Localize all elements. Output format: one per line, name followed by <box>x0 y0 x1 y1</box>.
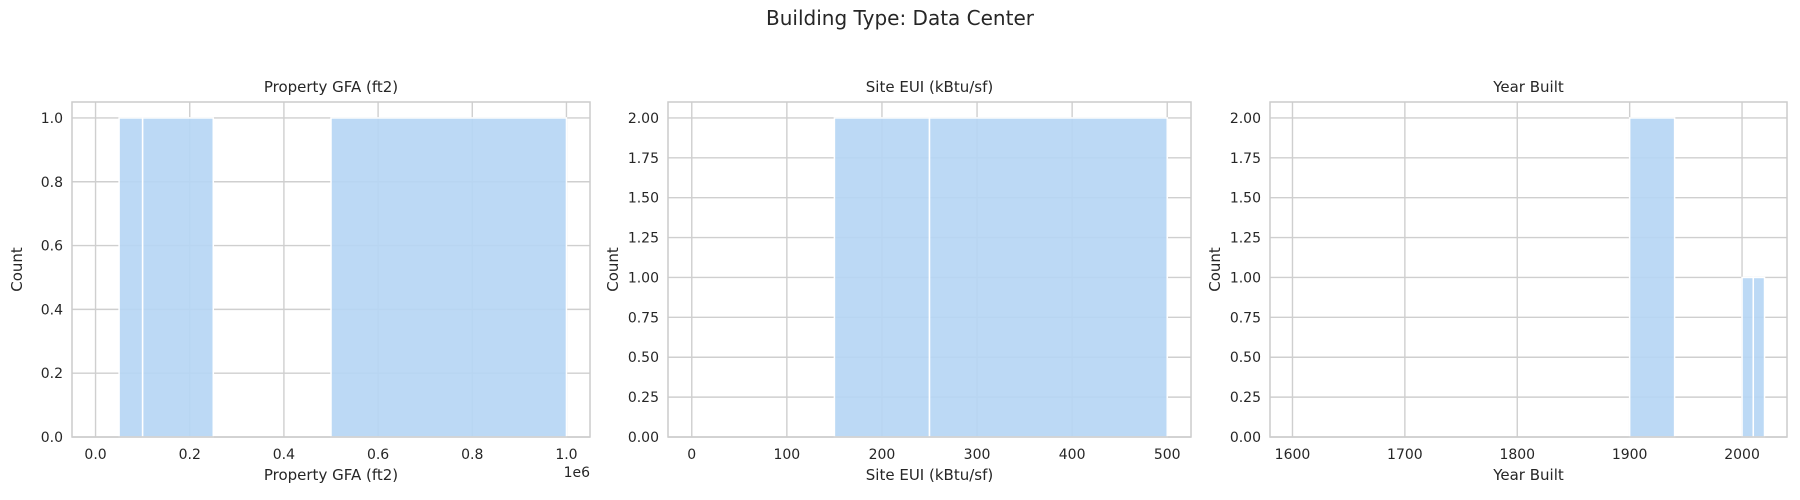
axis-offset-text: 1e6 <box>564 465 591 481</box>
y-tick-label: 1.25 <box>1230 231 1261 247</box>
y-tick-label: 1.50 <box>1230 191 1261 207</box>
y-tick-label: 1.00 <box>628 270 659 286</box>
y-tick-label: 0.0 <box>41 430 63 446</box>
x-tick-label: 100 <box>773 447 800 463</box>
x-tick-label: 200 <box>869 447 896 463</box>
x-tick-label: 400 <box>1059 447 1086 463</box>
axes-frame <box>71 101 591 438</box>
x-tick-label: 0.4 <box>273 447 295 463</box>
histogram-bar <box>141 117 215 438</box>
x-tick-label: 1600 <box>1275 447 1311 463</box>
histogram-bar <box>1741 276 1755 438</box>
y-tick-label: 0.50 <box>1230 350 1261 366</box>
histogram-bar <box>1752 276 1766 438</box>
plot-area <box>1270 102 1787 437</box>
y-tick-label: 0.6 <box>41 239 63 255</box>
y-axis-label: Count <box>1206 247 1224 292</box>
x-tick-label: 1700 <box>1387 447 1423 463</box>
x-axis-label: Year Built <box>1492 466 1564 484</box>
histogram-bar <box>118 117 144 438</box>
x-tick-label: 1.0 <box>555 447 577 463</box>
y-tick-label: 0.00 <box>628 430 659 446</box>
x-axis-label: Site EUI (kBtu/sf) <box>866 466 993 484</box>
histogram-bar <box>1628 117 1676 438</box>
y-tick-label: 0.2 <box>41 366 63 382</box>
y-tick-label: 0.75 <box>1230 310 1261 326</box>
y-tick-label: 1.0 <box>41 111 63 127</box>
chart-panel-3: 1600 1700 1800 1900 2000 0.00 0.25 0.50 0.75 1.00… <box>1206 78 1788 484</box>
y-tick-label: 1.00 <box>1230 270 1261 286</box>
y-axis-label: Count <box>8 247 26 292</box>
axes-frame <box>1269 101 1788 438</box>
x-tick-label: 0 <box>687 447 696 463</box>
x-tick-label: 0.0 <box>84 447 106 463</box>
y-tick-label: 0.50 <box>628 350 659 366</box>
chart-title: Year Built <box>1492 78 1564 96</box>
x-axis-label: Property GFA (ft2) <box>264 466 398 484</box>
axes-frame <box>667 101 1192 438</box>
y-tick-label: 0.8 <box>41 175 63 191</box>
y-tick-label: 0.4 <box>41 302 63 318</box>
x-tick-label: 0.6 <box>367 447 389 463</box>
y-tick-label: 0.75 <box>628 310 659 326</box>
y-tick-label: 2.00 <box>628 111 659 127</box>
x-tick-label: 2000 <box>1724 447 1760 463</box>
histogram-bar <box>833 117 931 438</box>
x-tick-label: 500 <box>1154 447 1181 463</box>
y-tick-label: 1.75 <box>628 151 659 167</box>
x-tick-label: 0.2 <box>179 447 201 463</box>
y-tick-label: 0.25 <box>1230 390 1261 406</box>
y-axis-label: Count <box>604 247 622 292</box>
chart-panel-1: 0.0 0.2 0.4 0.6 0.8 1.0 0.0 0.2 0.4 0.6 0.8 1.0 Prop… <box>8 78 591 484</box>
x-tick-label: 0.8 <box>461 447 483 463</box>
y-tick-label: 1.50 <box>628 191 659 207</box>
chart-title: Property GFA (ft2) <box>264 78 398 96</box>
chart-panel-2: 0 100 200 300 400 500 0.00 0.25 0.50 0.75 1.00 1.25… <box>604 78 1192 484</box>
y-tick-label: 0.00 <box>1230 430 1261 446</box>
x-tick-label: 1900 <box>1612 447 1648 463</box>
histogram-bar <box>330 117 568 438</box>
y-tick-label: 1.25 <box>628 231 659 247</box>
y-tick-label: 2.00 <box>1230 111 1261 127</box>
y-tick-label: 1.75 <box>1230 151 1261 167</box>
histogram-bar <box>928 117 1168 438</box>
figure-title: Building Type: Data Center <box>766 6 1034 30</box>
chart-title: Site EUI (kBtu/sf) <box>866 78 993 96</box>
x-tick-label: 300 <box>964 447 991 463</box>
y-tick-label: 0.25 <box>628 390 659 406</box>
x-tick-label: 1800 <box>1499 447 1535 463</box>
